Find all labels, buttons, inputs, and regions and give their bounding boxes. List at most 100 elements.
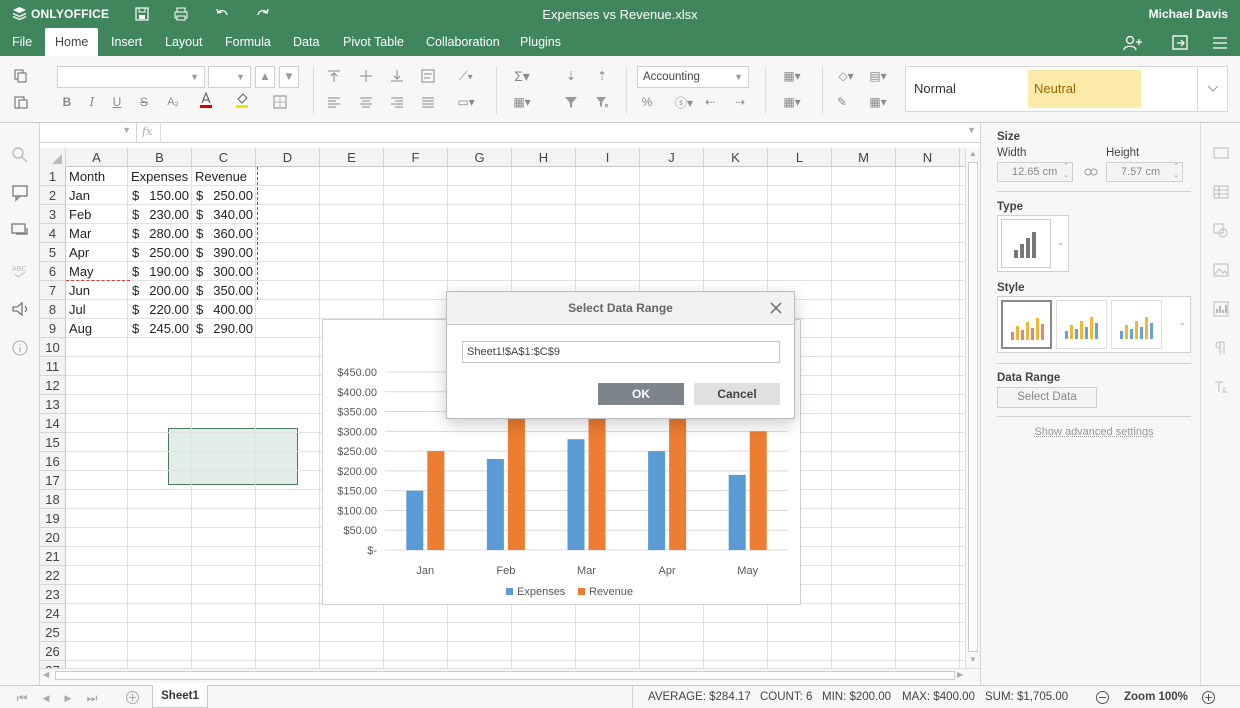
column-header-i[interactable]: I (576, 148, 640, 167)
column-header-g[interactable]: G (448, 148, 512, 167)
expenses-cell[interactable]: $245.00 (128, 319, 192, 338)
expenses-cell[interactable]: $250.00 (128, 243, 192, 262)
cancel-button[interactable]: Cancel (694, 383, 780, 405)
comments-icon[interactable] (10, 183, 30, 203)
column-header-k[interactable]: K (704, 148, 768, 167)
row-header-1[interactable]: 1 (40, 167, 66, 186)
row-header-23[interactable]: 23 (40, 585, 66, 604)
copy-icon[interactable] (11, 66, 31, 86)
cell-settings-icon[interactable] (1213, 145, 1229, 161)
month-cell[interactable]: Aug (69, 321, 93, 336)
horizontal-scrollbar[interactable]: ◀ ▶ (40, 668, 980, 683)
row-header-22[interactable]: 22 (40, 566, 66, 585)
merge-cells-icon[interactable]: ▭▾ (457, 95, 475, 109)
row-header-20[interactable]: 20 (40, 528, 66, 547)
width-input[interactable]: 12.65 cm ⌃ ⌄ (997, 162, 1073, 182)
scroll-down-icon[interactable]: ▼ (969, 655, 977, 664)
select-data-button[interactable]: Select Data (997, 387, 1097, 408)
row-header-11[interactable]: 11 (40, 357, 66, 376)
align-middle-icon[interactable] (356, 66, 376, 86)
font-size-select[interactable]: ▼ (208, 66, 251, 88)
row-header-18[interactable]: 18 (40, 490, 66, 509)
row-header-26[interactable]: 26 (40, 642, 66, 661)
header-cell-revenue[interactable]: Revenue (195, 169, 248, 184)
filter-icon[interactable] (561, 92, 581, 112)
vertical-scrollbar[interactable]: ▲ ▼ (965, 148, 980, 668)
align-right-icon[interactable] (387, 92, 407, 112)
increase-decimal-icon[interactable]: ⇢ (734, 95, 746, 109)
link-aspect-icon[interactable] (1084, 166, 1098, 178)
feedback-speaker-icon[interactable] (10, 299, 30, 319)
row-header-27[interactable]: 27 (40, 661, 66, 668)
italic-icon[interactable]: I (89, 95, 95, 109)
chart-style-thumbnail[interactable] (1001, 300, 1052, 349)
vertical-scroll-thumb[interactable] (968, 162, 978, 652)
row-header-17[interactable]: 17 (40, 471, 66, 490)
row-header-2[interactable]: 2 (40, 186, 66, 205)
column-header-m[interactable]: M (832, 148, 896, 167)
next-sheet-icon[interactable]: ▶ (64, 692, 72, 703)
month-cell[interactable]: Apr (69, 245, 90, 260)
text-orientation-icon[interactable]: ⟋▾ (458, 68, 474, 83)
wrap-text-icon[interactable] (418, 66, 438, 86)
revenue-cell[interactable]: $290.00 (192, 319, 256, 338)
formula-input[interactable]: ▼ (160, 123, 980, 143)
row-header-3[interactable]: 3 (40, 205, 66, 224)
column-header-f[interactable]: F (384, 148, 448, 167)
row-header-13[interactable]: 13 (40, 395, 66, 414)
number-format-select[interactable]: Accounting ▼ (637, 66, 749, 88)
paste-icon[interactable] (11, 92, 31, 112)
print-icon[interactable] (173, 6, 189, 22)
spellcheck-icon[interactable]: ABC (10, 260, 30, 280)
expenses-cell[interactable]: $280.00 (128, 224, 192, 243)
column-header-d[interactable]: D (256, 148, 320, 167)
align-bottom-icon[interactable] (387, 66, 407, 86)
tab-layout[interactable]: Layout (165, 35, 203, 49)
row-header-14[interactable]: 14 (40, 414, 66, 433)
row-header-15[interactable]: 15 (40, 433, 66, 452)
header-cell-month[interactable]: Month (69, 169, 106, 184)
row-header-12[interactable]: 12 (40, 376, 66, 395)
add-sheet-icon[interactable] (125, 690, 140, 705)
chart-settings-icon[interactable] (1213, 301, 1229, 317)
search-icon[interactable] (10, 145, 30, 165)
format-as-table-icon[interactable]: ▦▾ (869, 95, 887, 109)
revenue-cell[interactable]: $360.00 (192, 224, 256, 243)
column-header-b[interactable]: B (128, 148, 192, 167)
column-header-c[interactable]: C (192, 148, 256, 167)
chart-style-thumbnail[interactable] (1056, 300, 1107, 349)
decrease-font-size-button[interactable]: ▼ (279, 66, 299, 88)
chart-type-select[interactable]: ⌄ (997, 215, 1069, 272)
chat-icon[interactable] (10, 221, 30, 241)
underline-icon[interactable]: U (112, 95, 122, 109)
row-header-4[interactable]: 4 (40, 224, 66, 243)
clear-filter-icon[interactable] (592, 92, 612, 112)
ok-button[interactable]: OK (598, 383, 684, 405)
insert-row-icon[interactable]: ▦▾ (783, 69, 801, 83)
expenses-cell[interactable]: $150.00 (128, 186, 192, 205)
zoom-out-icon[interactable] (1095, 690, 1110, 705)
font-color-icon[interactable] (196, 90, 216, 110)
height-input[interactable]: 7.57 cm ⌃ ⌄ (1106, 162, 1183, 182)
redo-icon[interactable] (255, 6, 271, 22)
scroll-right-icon[interactable]: ▶ (957, 670, 964, 679)
about-info-icon[interactable] (10, 338, 30, 358)
tab-home[interactable]: Home (45, 28, 99, 56)
revenue-cell[interactable]: $400.00 (192, 300, 256, 319)
text-art-settings-icon[interactable] (1213, 379, 1229, 395)
sort-descending-icon[interactable]: ⇡ (596, 69, 608, 83)
style-normal[interactable]: Normal (914, 81, 956, 96)
prev-sheet-icon[interactable]: ◀ (42, 692, 50, 703)
shape-settings-icon[interactable] (1213, 223, 1229, 239)
sheet-tab-sheet1[interactable]: Sheet1 (152, 685, 208, 708)
column-header-a[interactable]: A (66, 148, 128, 167)
function-fx-icon[interactable]: fx (142, 125, 153, 138)
row-header-16[interactable]: 16 (40, 452, 66, 471)
align-left-icon[interactable] (324, 92, 344, 112)
fill-color-icon[interactable] (232, 90, 252, 110)
tab-collaboration[interactable]: Collaboration (426, 35, 500, 49)
row-header-7[interactable]: 7 (40, 281, 66, 300)
row-header-25[interactable]: 25 (40, 623, 66, 642)
insert-cells-icon[interactable]: ▦▾ (513, 95, 531, 109)
styles-more-chevron-icon[interactable] (1197, 67, 1227, 111)
